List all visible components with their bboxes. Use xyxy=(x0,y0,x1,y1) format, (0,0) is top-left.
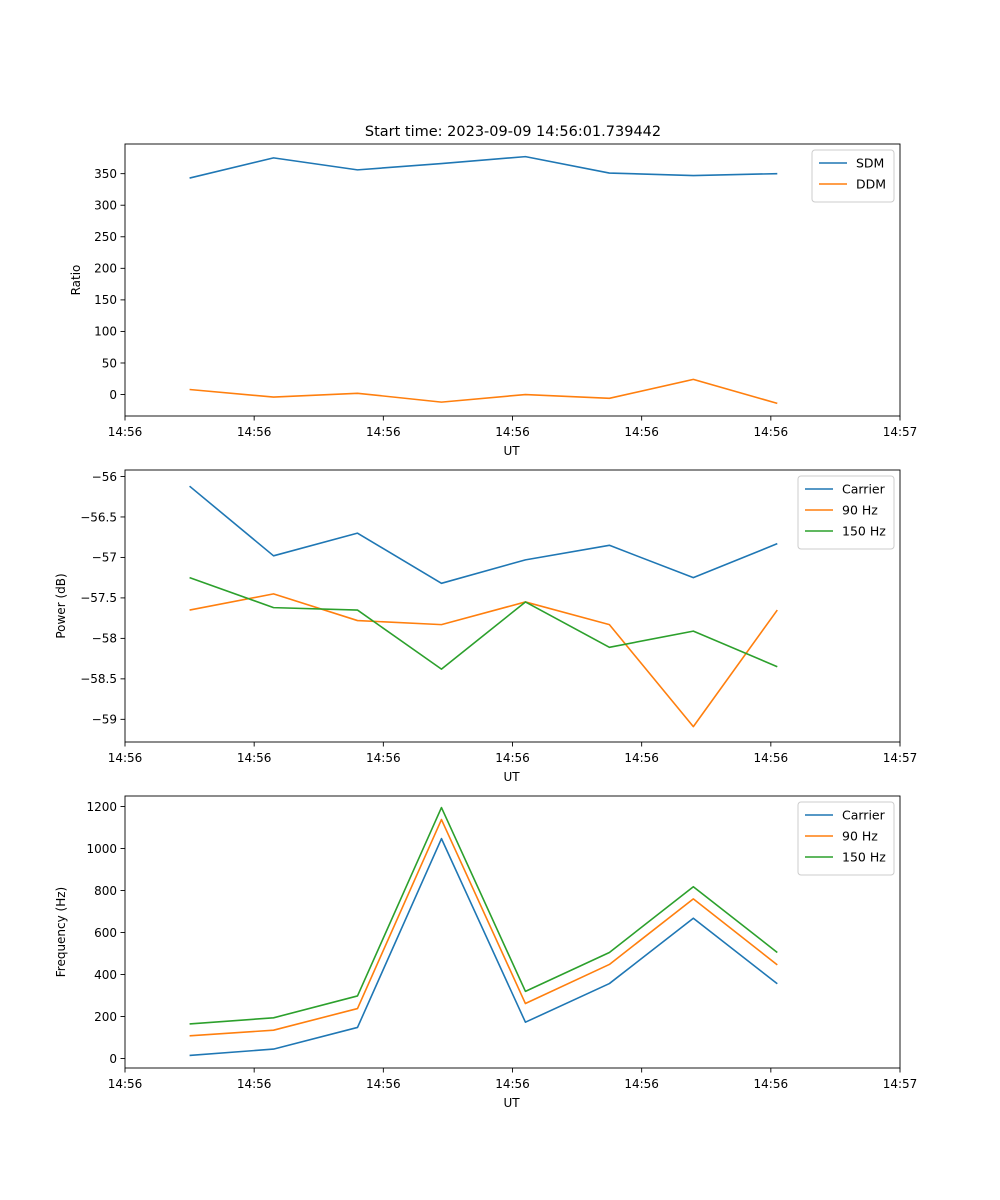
y-tick-label: 1200 xyxy=(86,800,117,814)
x-tick-label: 14:56 xyxy=(108,751,143,765)
x-tick-label: 14:56 xyxy=(495,1077,530,1091)
x-tick-label: 14:57 xyxy=(883,751,918,765)
x-tick-label: 14:56 xyxy=(624,1077,659,1091)
figure-title: Start time: 2023-09-09 14:56:01.739442 xyxy=(365,124,661,140)
y-tick-label: −57 xyxy=(92,551,117,565)
series-line-carrier xyxy=(189,837,778,1057)
y-axis-label: Power (dB) xyxy=(54,573,68,638)
y-tick-label: 100 xyxy=(94,325,117,339)
series-line-90-hz xyxy=(189,818,778,1037)
series-line-150-hz xyxy=(189,806,778,1025)
y-tick-label: −56 xyxy=(92,470,117,484)
y-tick-label: 150 xyxy=(94,293,117,307)
y-tick-label: 600 xyxy=(94,926,117,940)
y-axis-label: Frequency (Hz) xyxy=(54,887,68,978)
y-tick-label: 400 xyxy=(94,968,117,982)
chart-panel-2: 14:56 14:56 14:56 14:56 14:56 14:56 14:57 −59 −5… xyxy=(54,469,918,784)
y-tick-label: −56.5 xyxy=(80,510,117,524)
x-tick-label: 14:56 xyxy=(366,751,401,765)
y-tick-label: 0 xyxy=(109,1052,117,1066)
legend-label: 90 Hz xyxy=(842,503,878,518)
legend-label: SDM xyxy=(856,156,884,171)
legend-label: 90 Hz xyxy=(842,829,878,844)
y-tick-label: 200 xyxy=(94,1010,117,1024)
x-tick-label: 14:56 xyxy=(624,425,659,439)
legend-label: Carrier xyxy=(842,482,886,497)
y-tick-label: 50 xyxy=(102,356,117,370)
legend: SDM DDM xyxy=(811,149,895,203)
legend-label: 150 Hz xyxy=(842,850,886,865)
x-axis-label: UT xyxy=(503,1096,520,1110)
x-tick-label: 14:56 xyxy=(366,1077,401,1091)
x-tick-label: 14:56 xyxy=(108,1077,143,1091)
y-tick-label: −58 xyxy=(92,632,117,646)
legend-label: 150 Hz xyxy=(842,524,886,539)
chart-panel-3: 14:56 14:56 14:56 14:56 14:56 14:56 14:57 0 200 4… xyxy=(54,795,918,1110)
chart-panels: 14:56 14:56 14:56 14:56 14:56 14:56 14:57 0 50 10… xyxy=(54,143,918,1110)
series-line-150-hz xyxy=(189,576,778,670)
series-line-sdm xyxy=(189,155,778,179)
x-tick-label: 14:56 xyxy=(754,425,789,439)
x-axis-label: UT xyxy=(503,444,520,458)
x-axis-label: UT xyxy=(503,770,520,784)
x-tick-label: 14:56 xyxy=(624,751,659,765)
x-tick-label: 14:56 xyxy=(754,1077,789,1091)
x-tick-label: 14:56 xyxy=(495,751,530,765)
chart-panel-1: 14:56 14:56 14:56 14:56 14:56 14:56 14:57 0 50 10… xyxy=(69,143,918,458)
y-tick-label: 250 xyxy=(94,230,117,244)
series-line-ddm xyxy=(189,378,778,405)
legend: Carrier 90 Hz 150 Hz xyxy=(797,475,895,550)
x-tick-label: 14:56 xyxy=(754,751,789,765)
y-tick-label: 200 xyxy=(94,262,117,276)
y-tick-label: −57.5 xyxy=(80,591,117,605)
x-tick-label: 14:56 xyxy=(237,425,272,439)
y-axis-label: Ratio xyxy=(69,265,83,296)
y-tick-label: 800 xyxy=(94,884,117,898)
x-tick-label: 14:57 xyxy=(883,1077,918,1091)
legend-label: Carrier xyxy=(842,808,886,823)
y-tick-label: 0 xyxy=(109,388,117,402)
y-tick-label: −58.5 xyxy=(80,672,117,686)
x-tick-label: 14:56 xyxy=(108,425,143,439)
legend-label: DDM xyxy=(856,177,886,192)
x-tick-label: 14:56 xyxy=(237,1077,272,1091)
legend: Carrier 90 Hz 150 Hz xyxy=(797,801,895,876)
y-tick-label: 300 xyxy=(94,199,117,213)
series-line-90-hz xyxy=(189,593,778,728)
y-tick-label: −59 xyxy=(92,713,117,727)
y-tick-label: 1000 xyxy=(86,842,117,856)
series-line-carrier xyxy=(189,485,778,585)
x-tick-label: 14:57 xyxy=(883,425,918,439)
x-tick-label: 14:56 xyxy=(366,425,401,439)
x-tick-label: 14:56 xyxy=(495,425,530,439)
y-tick-label: 350 xyxy=(94,167,117,181)
x-tick-label: 14:56 xyxy=(237,751,272,765)
